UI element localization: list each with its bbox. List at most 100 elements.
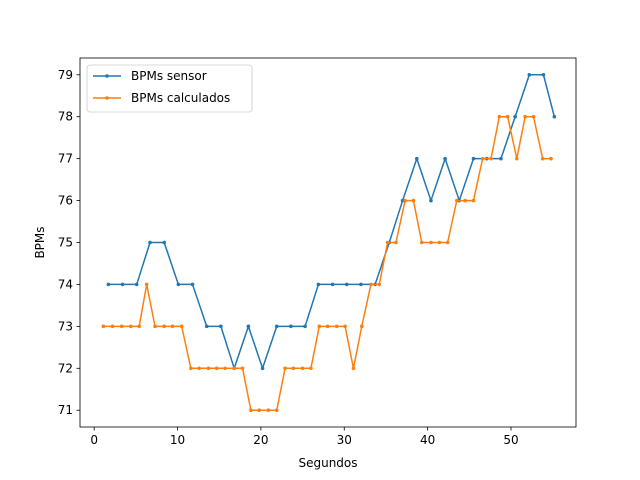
legend-label-sensor: BPMs sensor [131,69,207,83]
data-point-1-16 [240,366,245,371]
data-point-0-15 [316,282,321,287]
data-point-0-10 [246,324,251,329]
y-tick-label: 75 [58,236,73,250]
data-point-1-23 [300,366,305,371]
legend-marker-calculados [105,96,109,100]
data-point-0-11 [260,366,265,371]
data-point-1-52 [549,156,553,161]
data-point-1-19 [266,408,271,413]
y-axis-label: BPMs [33,226,47,258]
plot-area [101,72,557,413]
x-tick-label: 20 [253,433,268,447]
data-point-1-44 [480,156,485,161]
x-tick-label: 10 [170,433,185,447]
x-tick-label: 30 [337,433,352,447]
data-point-1-2 [119,324,124,329]
data-point-1-31 [369,282,373,287]
data-point-0-18 [359,282,363,287]
data-point-0-24 [443,156,447,161]
data-point-1-11 [197,366,202,371]
data-point-0-29 [513,114,517,119]
data-point-1-25 [317,324,322,329]
data-point-0-6 [190,282,195,287]
y-tick-label: 79 [58,68,73,82]
y-tick-label: 77 [58,152,73,166]
data-point-0-28 [499,156,503,161]
data-point-1-21 [283,366,287,371]
data-point-1-36 [411,198,416,203]
legend-marker-sensor [105,74,109,78]
legend: BPMs sensor BPMs calculados [86,64,253,113]
data-point-1-10 [189,366,193,371]
data-point-1-42 [463,198,467,203]
data-point-1-6 [153,324,157,329]
data-point-1-27 [334,324,339,329]
data-point-0-22 [414,156,419,161]
y-tick-label: 72 [58,361,73,375]
data-point-1-22 [291,366,296,371]
y-tick-label: 71 [58,403,73,417]
data-point-1-8 [170,324,175,329]
legend-box [86,64,253,113]
x-tick-label: 0 [90,433,98,447]
data-point-1-49 [523,114,527,119]
data-point-1-14 [223,366,227,371]
data-point-0-21 [400,198,405,203]
data-point-1-5 [144,282,149,287]
data-point-0-0 [106,282,111,287]
data-point-0-4 [162,240,166,245]
data-point-0-26 [471,156,476,161]
x-tick-label: 40 [420,433,435,447]
data-point-0-2 [134,282,139,287]
data-point-1-43 [471,198,476,203]
x-tick-label: 50 [503,433,518,447]
data-point-1-15 [232,366,237,371]
data-point-1-35 [403,198,407,203]
data-point-1-38 [429,240,433,245]
data-point-1-32 [377,282,382,287]
data-point-1-7 [162,324,166,329]
data-point-0-1 [120,282,125,287]
series-line-1 [103,115,551,411]
data-point-0-13 [289,324,293,329]
data-point-1-39 [437,240,442,245]
data-point-1-30 [359,324,364,329]
data-point-0-16 [330,282,335,287]
data-point-0-31 [541,72,546,77]
data-point-0-8 [219,324,223,329]
data-point-0-3 [148,240,152,245]
data-point-1-20 [274,408,279,413]
data-point-1-13 [214,366,219,371]
data-point-1-29 [351,366,356,371]
data-point-1-51 [540,156,545,161]
data-point-1-9 [179,324,184,329]
data-point-1-24 [309,366,313,371]
data-point-1-18 [257,408,262,413]
y-tick-label: 74 [58,277,73,291]
y-tick-label: 78 [58,110,73,124]
data-point-0-14 [303,324,307,329]
data-point-1-0 [101,324,106,329]
data-point-1-50 [531,114,536,119]
data-point-1-12 [206,366,211,371]
data-point-0-32 [552,114,557,119]
data-point-1-37 [419,240,424,245]
data-point-1-26 [325,324,330,329]
data-point-0-7 [204,324,209,329]
data-point-0-30 [527,72,532,77]
data-point-1-41 [454,198,459,203]
y-tick-label: 76 [58,194,73,208]
y-tick-label: 73 [58,319,73,333]
data-point-1-47 [505,114,510,119]
data-point-1-1 [110,324,115,329]
data-point-1-33 [385,240,390,245]
data-point-1-45 [489,156,493,161]
data-point-0-12 [274,324,279,329]
data-point-1-48 [515,156,519,161]
data-point-1-28 [343,324,347,329]
x-axis-label: Segundos [298,456,357,470]
legend-label-calculados: BPMs calculados [131,91,230,105]
series-line-0 [108,74,556,370]
data-point-1-46 [497,114,502,119]
